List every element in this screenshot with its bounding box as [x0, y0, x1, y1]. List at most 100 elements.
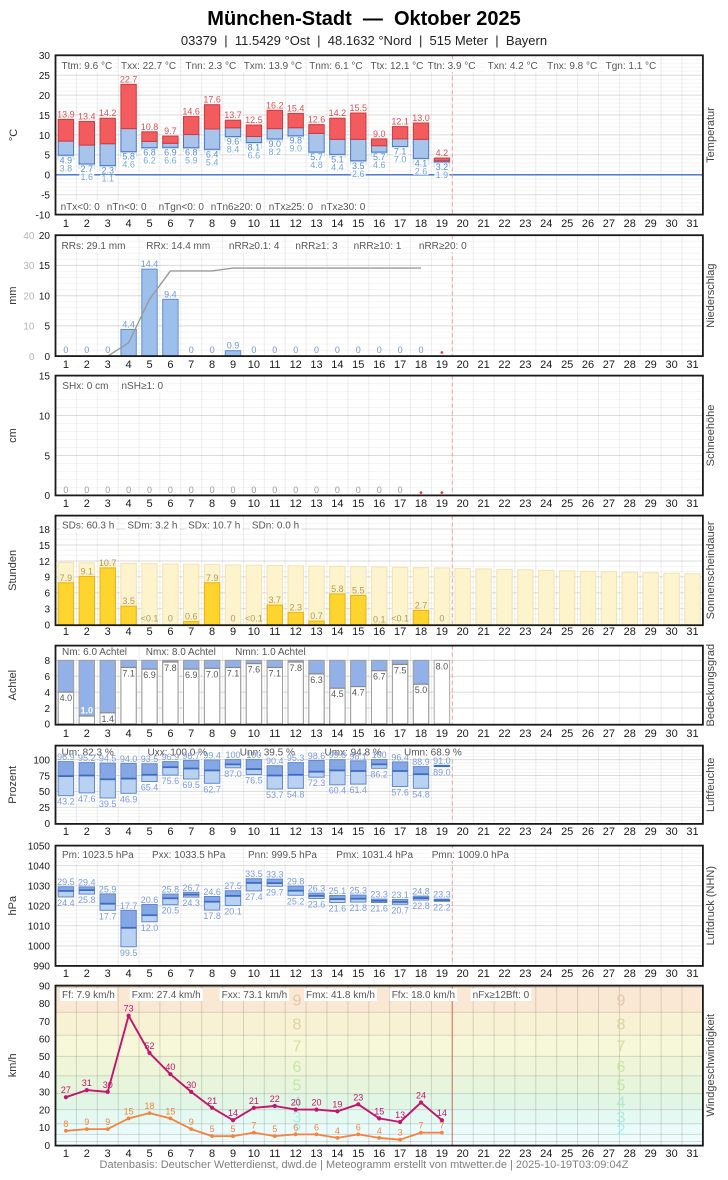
svg-text:5: 5 [146, 359, 152, 371]
svg-text:28: 28 [624, 359, 636, 371]
svg-text:16: 16 [373, 498, 385, 510]
svg-text:1: 1 [63, 968, 69, 980]
svg-text:13: 13 [310, 498, 322, 510]
svg-text:96.9: 96.9 [57, 752, 75, 762]
svg-text:nSH≥1: 0: nSH≥1: 0 [122, 381, 164, 392]
svg-text:7: 7 [188, 968, 194, 980]
svg-text:95.2: 95.2 [78, 753, 96, 763]
svg-text:km/h: km/h [7, 1053, 19, 1077]
svg-text:nTx≥25: 0: nTx≥25: 0 [269, 202, 314, 213]
svg-text:24: 24 [540, 498, 552, 510]
svg-text:18: 18 [415, 626, 427, 638]
svg-text:25: 25 [561, 218, 573, 230]
svg-text:99.5: 99.5 [120, 948, 138, 958]
svg-text:6: 6 [167, 218, 173, 230]
svg-text:28: 28 [624, 968, 636, 980]
svg-text:30: 30 [39, 51, 51, 62]
svg-text:1050: 1050 [28, 841, 51, 852]
svg-text:12: 12 [290, 968, 302, 980]
svg-text:6.6: 6.6 [164, 155, 177, 165]
svg-text:SDm: 3.2 h: SDm: 3.2 h [127, 521, 177, 532]
svg-text:1: 1 [63, 1148, 69, 1160]
svg-text:6: 6 [314, 1122, 319, 1132]
svg-text:20: 20 [457, 218, 469, 230]
svg-text:0: 0 [272, 485, 277, 495]
svg-text:29: 29 [645, 1148, 657, 1160]
svg-text:100: 100 [225, 750, 240, 760]
svg-text:1.1: 1.1 [101, 174, 114, 184]
svg-text:2.6: 2.6 [352, 169, 365, 179]
svg-text:27: 27 [603, 826, 615, 838]
svg-text:6.9: 6.9 [143, 670, 156, 680]
svg-text:4.4: 4.4 [122, 320, 135, 330]
svg-text:0: 0 [314, 345, 319, 355]
svg-text:4: 4 [617, 1094, 626, 1111]
svg-text:6: 6 [293, 1122, 298, 1132]
svg-text:26.3: 26.3 [308, 884, 326, 894]
svg-text:33.3: 33.3 [266, 870, 284, 880]
svg-text:Pxx: 1033.5 hPa: Pxx: 1033.5 hPa [152, 850, 226, 861]
svg-text:17.7: 17.7 [99, 911, 117, 921]
svg-text:11: 11 [269, 968, 280, 980]
svg-text:14: 14 [331, 826, 343, 838]
svg-text:-10: -10 [36, 210, 51, 221]
svg-text:15: 15 [165, 1106, 175, 1116]
svg-text:22: 22 [498, 498, 510, 510]
svg-text:27: 27 [603, 626, 615, 638]
svg-text:53.7: 53.7 [266, 790, 284, 800]
svg-text:40: 40 [23, 231, 35, 242]
svg-text:14.4: 14.4 [141, 259, 159, 269]
svg-text:Tnm: 6.1 °C: Tnm: 6.1 °C [309, 61, 362, 72]
svg-text:23: 23 [519, 968, 531, 980]
svg-text:46.9: 46.9 [120, 794, 138, 804]
svg-text:100: 100 [33, 755, 50, 766]
svg-text:Windgeschwindigkeit: Windgeschwindigkeit [705, 1014, 717, 1117]
svg-text:12.5: 12.5 [245, 115, 263, 125]
svg-text:Luftdruck (NHN): Luftdruck (NHN) [705, 866, 717, 945]
svg-text:990: 990 [33, 962, 50, 973]
svg-text:6: 6 [44, 672, 50, 683]
svg-text:10: 10 [248, 498, 260, 510]
svg-text:99.4: 99.4 [203, 751, 221, 761]
svg-text:6: 6 [44, 589, 50, 600]
svg-text:23: 23 [353, 1092, 363, 1102]
svg-text:03379 | 11.5429 °Ost | 48.: 03379 | 11.5429 °Ost | 48.1632 °Nord | 5… [181, 33, 547, 48]
svg-text:7.1: 7.1 [269, 669, 282, 679]
svg-text:8: 8 [63, 1119, 68, 1129]
svg-text:7: 7 [439, 1121, 444, 1131]
svg-text:10: 10 [39, 292, 51, 303]
svg-text:7.0: 7.0 [206, 669, 219, 679]
svg-text:7: 7 [188, 498, 194, 510]
svg-text:0.7: 0.7 [310, 611, 323, 621]
svg-text:°C: °C [8, 129, 20, 141]
svg-text:15: 15 [352, 218, 364, 230]
svg-text:6: 6 [167, 826, 173, 838]
svg-text:Txx: 22.7 °C: Txx: 22.7 °C [121, 61, 176, 72]
svg-text:0: 0 [356, 345, 361, 355]
svg-text:75: 75 [39, 771, 51, 782]
svg-text:15.5: 15.5 [350, 103, 368, 113]
svg-text:9: 9 [230, 826, 236, 838]
svg-text:1010: 1010 [28, 922, 51, 933]
svg-text:Prozent: Prozent [7, 766, 19, 804]
svg-text:0.9: 0.9 [227, 341, 240, 351]
svg-text:14: 14 [331, 218, 343, 230]
svg-text:10: 10 [248, 359, 260, 371]
svg-text:8: 8 [44, 656, 50, 667]
svg-text:8.0: 8.0 [436, 661, 449, 671]
svg-text:8: 8 [209, 626, 215, 638]
svg-text:4.2: 4.2 [436, 148, 449, 158]
svg-text:20: 20 [457, 968, 469, 980]
svg-text:14: 14 [331, 498, 343, 510]
svg-text:7: 7 [418, 1121, 423, 1131]
svg-text:2: 2 [84, 498, 90, 510]
svg-text:13: 13 [310, 968, 322, 980]
svg-text:Ttm: 9.6 °C: Ttm: 9.6 °C [62, 61, 113, 72]
svg-text:3: 3 [105, 626, 111, 638]
svg-text:12: 12 [290, 218, 302, 230]
svg-text:25: 25 [561, 968, 573, 980]
svg-text:18: 18 [415, 498, 427, 510]
svg-text:29: 29 [645, 498, 657, 510]
svg-text:20.7: 20.7 [391, 905, 409, 915]
svg-text:20: 20 [291, 1098, 301, 1108]
